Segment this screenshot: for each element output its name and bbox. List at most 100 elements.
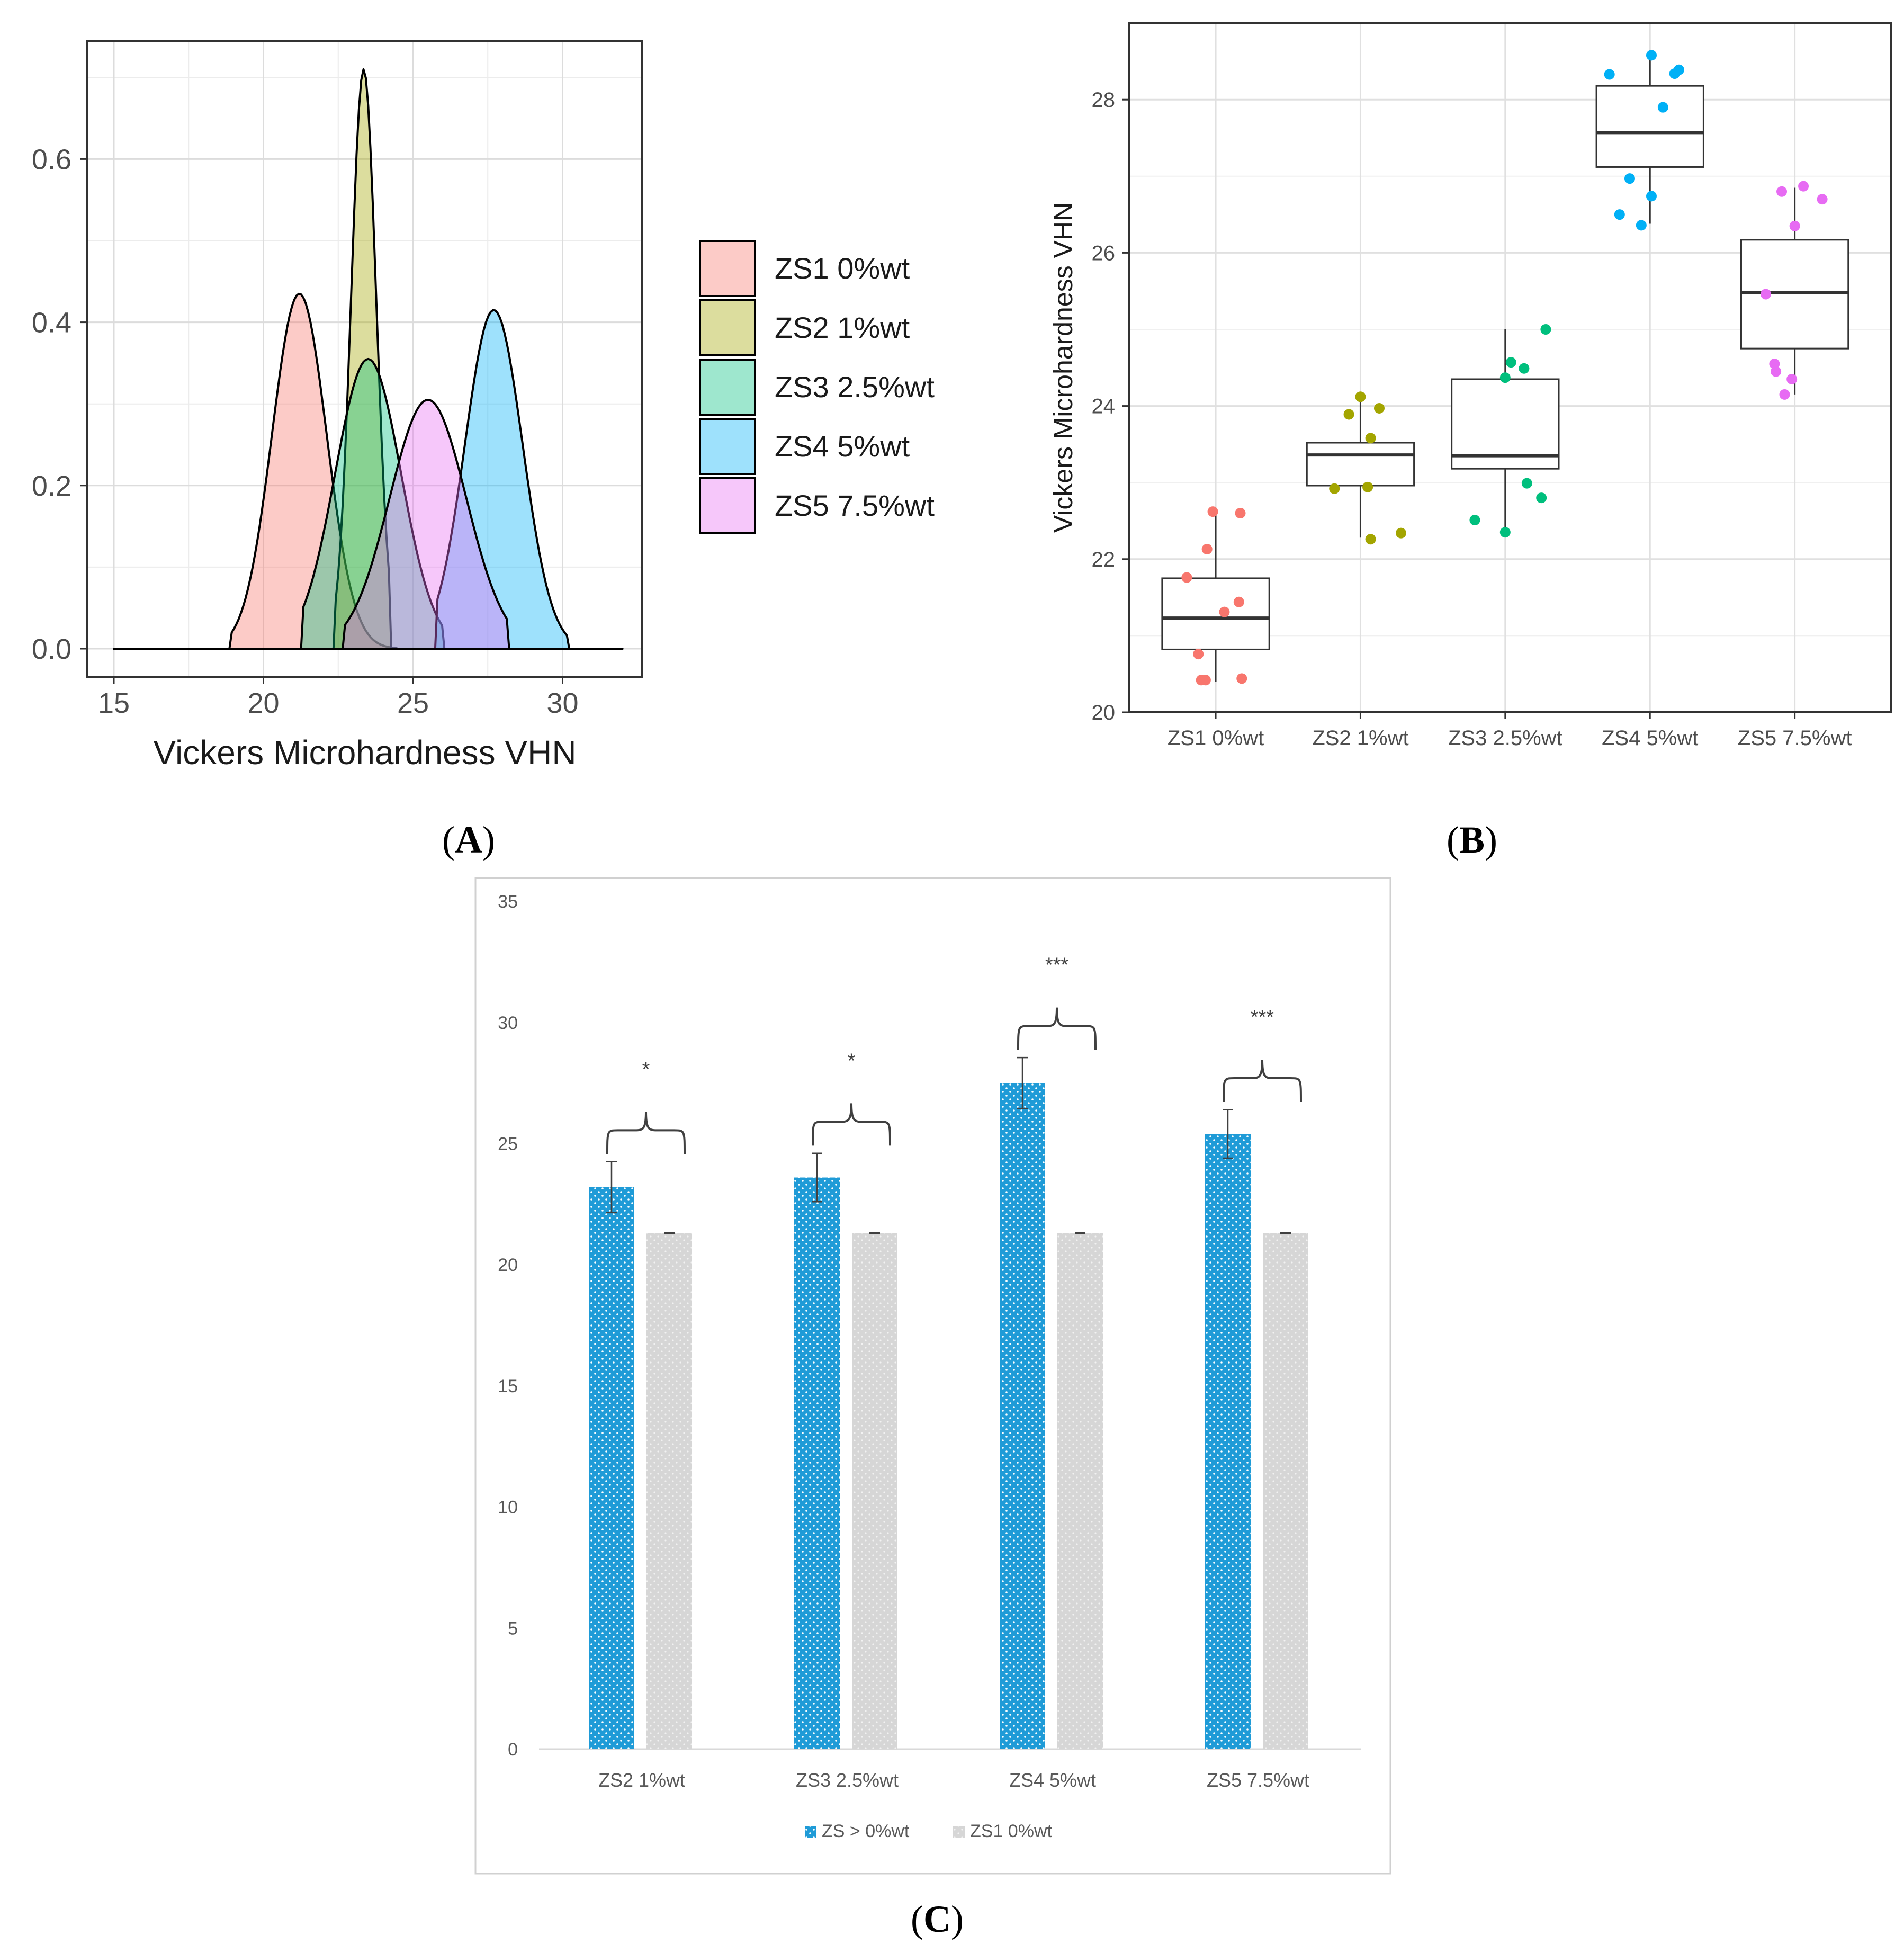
bar-zs1-0-2 xyxy=(852,1233,897,1749)
data-point xyxy=(1536,492,1547,504)
data-point xyxy=(1365,534,1376,545)
legend-key-bg xyxy=(699,240,756,297)
data-point xyxy=(1362,481,1373,492)
panel-b-box-plot: 20 22 24 26 28 ZS1 0%wt ZS2 1%wt ZS3 2.5%wt ZS4 … xyxy=(1048,22,1892,750)
data-point xyxy=(1200,675,1211,686)
bar-zs-gt-0-4 xyxy=(1205,1134,1251,1749)
y-tick-label: 0.0 xyxy=(32,633,71,665)
legend-key-bg xyxy=(699,418,756,475)
data-point xyxy=(1646,191,1657,202)
data-point xyxy=(1786,373,1798,384)
x-tick-label: 25 xyxy=(397,687,429,719)
data-point xyxy=(1201,544,1213,555)
panel-label-a: (A) xyxy=(442,819,495,861)
data-point xyxy=(1181,572,1192,583)
y-tick-label: 0.6 xyxy=(32,144,71,175)
legend-label-zs1-0: ZS1 0%wt xyxy=(970,1821,1052,1841)
data-point xyxy=(1776,186,1788,197)
data-point xyxy=(1636,220,1647,231)
data-point xyxy=(1817,194,1828,205)
data-point xyxy=(1235,508,1246,519)
data-point xyxy=(1499,372,1511,383)
bar-zs-gt-0-3 xyxy=(1000,1083,1045,1749)
significance-label: *** xyxy=(1045,954,1069,977)
data-point xyxy=(1771,366,1782,377)
bar-zs1-0-1 xyxy=(646,1233,692,1749)
data-point xyxy=(1624,173,1635,184)
y-tick-label: 24 xyxy=(1092,395,1116,418)
legend-key-bg xyxy=(699,359,756,416)
legend-label-4: ZS4 5%wt xyxy=(775,429,910,463)
box-1 xyxy=(1161,577,1270,650)
data-point xyxy=(1521,478,1532,489)
legend-key-5 xyxy=(699,477,756,534)
data-point xyxy=(1779,389,1790,400)
x-tick-label: ZS5 7.5%wt xyxy=(1207,1769,1309,1791)
x-tick-label: ZS3 2.5%wt xyxy=(1448,727,1562,750)
x-tick-label: ZS1 0%wt xyxy=(1167,727,1264,750)
data-point xyxy=(1207,506,1218,517)
legend-swatch-zs1-0 xyxy=(953,1826,965,1838)
significance-label: * xyxy=(642,1058,650,1080)
bar-zs1-0-3 xyxy=(1057,1233,1103,1749)
data-point xyxy=(1233,596,1244,607)
legend-label-3: ZS3 2.5%wt xyxy=(775,370,935,404)
legend-key-1 xyxy=(699,240,756,297)
data-point xyxy=(1604,69,1615,80)
x-tick-label: ZS4 5%wt xyxy=(1602,727,1698,750)
y-tick-label: 30 xyxy=(498,1013,518,1033)
x-tick-label: ZS5 7.5%wt xyxy=(1738,727,1852,750)
data-point xyxy=(1236,673,1247,684)
y-tick-label: 10 xyxy=(498,1498,518,1518)
data-point xyxy=(1614,209,1625,220)
y-tick-label: 28 xyxy=(1092,88,1116,112)
data-point xyxy=(1499,527,1511,538)
x-tick-label: 15 xyxy=(98,687,130,719)
data-point xyxy=(1505,357,1516,368)
significance-label: *** xyxy=(1251,1006,1274,1028)
legend-key-bg xyxy=(699,477,756,534)
legend-swatch-zs-gt-0 xyxy=(805,1826,816,1838)
data-point xyxy=(1540,324,1551,335)
density-curve-5 xyxy=(113,399,624,650)
y-tick-label: 20 xyxy=(1092,701,1116,724)
panel-label-b: (B) xyxy=(1447,819,1497,861)
y-axis-title: Vickers Microhardness VHN xyxy=(1048,202,1078,533)
data-point xyxy=(1355,391,1366,402)
data-point xyxy=(1193,649,1204,660)
panel-c-bar-chart: 0 5 10 15 20 25 30 35 * ZS2 1%wt * ZS3 2.5%wt *** ZS4… xyxy=(474,877,1391,1875)
y-tick-label: 22 xyxy=(1092,548,1116,571)
y-tick-label: 15 xyxy=(498,1376,518,1396)
x-tick-label: 30 xyxy=(546,687,578,719)
legend-key-2 xyxy=(699,299,756,356)
legend-label-5: ZS5 7.5%wt xyxy=(775,489,935,522)
panel-a-density-chart: 15 20 25 30 0.0 0.2 0.4 0.6 Vickers Microhardnes… xyxy=(32,40,935,772)
significance-label: * xyxy=(848,1050,856,1072)
data-point xyxy=(1343,409,1354,420)
legend-label-1: ZS1 0%wt xyxy=(775,252,910,285)
legend-key-3 xyxy=(699,359,756,416)
legend-label-2: ZS2 1%wt xyxy=(775,311,910,344)
legend-label-zs-gt-0: ZS > 0%wt xyxy=(822,1821,910,1841)
y-tick-label: 0.4 xyxy=(32,307,71,339)
bar-zs-gt-0-1 xyxy=(589,1187,634,1749)
box-4 xyxy=(1595,85,1704,168)
data-point xyxy=(1798,181,1809,192)
box-2 xyxy=(1306,442,1415,487)
y-tick-label: 5 xyxy=(508,1618,518,1638)
plot-border xyxy=(86,40,643,678)
x-tick-label: ZS4 5%wt xyxy=(1009,1769,1096,1791)
x-tick-label: ZS2 1%wt xyxy=(598,1769,685,1791)
y-tick-label: 26 xyxy=(1092,241,1116,265)
plot-border xyxy=(1128,22,1892,713)
data-point xyxy=(1373,402,1385,414)
y-tick-label: 35 xyxy=(498,892,518,912)
data-point xyxy=(1789,220,1800,231)
x-axis-title: Vickers Microhardness VHN xyxy=(153,733,576,772)
y-tick-label: 0.2 xyxy=(32,470,71,502)
x-tick-label: ZS2 1%wt xyxy=(1312,727,1408,750)
panel-label-c: (C) xyxy=(911,1898,964,1940)
y-tick-label: 20 xyxy=(498,1255,518,1275)
legend-key-bg xyxy=(699,299,756,356)
